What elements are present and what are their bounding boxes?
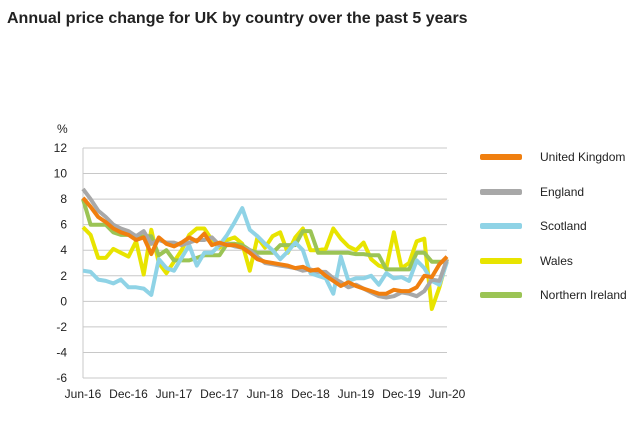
y-tick-label: 2 [60, 269, 67, 283]
y-tick-label: -6 [56, 371, 67, 385]
legend-swatch [480, 188, 522, 195]
legend-label: Scotland [540, 219, 587, 234]
legend-label: Wales [540, 253, 573, 268]
legend-label: United Kingdom [540, 150, 626, 165]
y-axis-label: % [57, 122, 68, 136]
x-tick-label: Jun-17 [156, 387, 193, 401]
y-tick-label: -4 [56, 345, 67, 359]
series-line-united-kingdom [81, 196, 449, 296]
x-tick-label: Jun-16 [65, 387, 102, 401]
chart-title: Annual price change for UK by country ov… [7, 10, 468, 27]
y-tick-label: 4 [60, 243, 67, 257]
x-tick-label: Dec-19 [382, 387, 421, 401]
y-tick-label: 12 [54, 141, 68, 155]
legend-swatch [480, 223, 522, 230]
y-tick-label: 6 [60, 218, 67, 232]
legend-swatch [480, 154, 522, 161]
y-tick-label: 10 [54, 167, 68, 181]
legend-swatch [480, 292, 522, 299]
y-tick-label: 0 [60, 294, 67, 308]
legend-swatch [480, 257, 522, 264]
legend-item: Wales [480, 244, 627, 279]
series-line-scotland [82, 206, 449, 297]
x-tick-label: Dec-16 [109, 387, 148, 401]
legend-item: Northern Ireland [480, 278, 627, 313]
legend-item: United Kingdom [480, 140, 627, 175]
chart-legend: United Kingdom England Scotland Wales Northe… [480, 140, 627, 313]
legend-label: Northern Ireland [540, 288, 627, 303]
y-tick-label: -2 [56, 320, 67, 334]
legend-item: Scotland [480, 209, 627, 244]
x-tick-label: Dec-18 [291, 387, 330, 401]
x-tick-label: Jun-18 [247, 387, 284, 401]
x-tick-label: Jun-20 [429, 387, 466, 401]
x-tick-label: Dec-17 [200, 387, 239, 401]
legend-label: England [540, 184, 585, 199]
legend-item: England [480, 175, 627, 210]
x-tick-label: Jun-19 [338, 387, 375, 401]
y-tick-label: 8 [60, 192, 67, 206]
